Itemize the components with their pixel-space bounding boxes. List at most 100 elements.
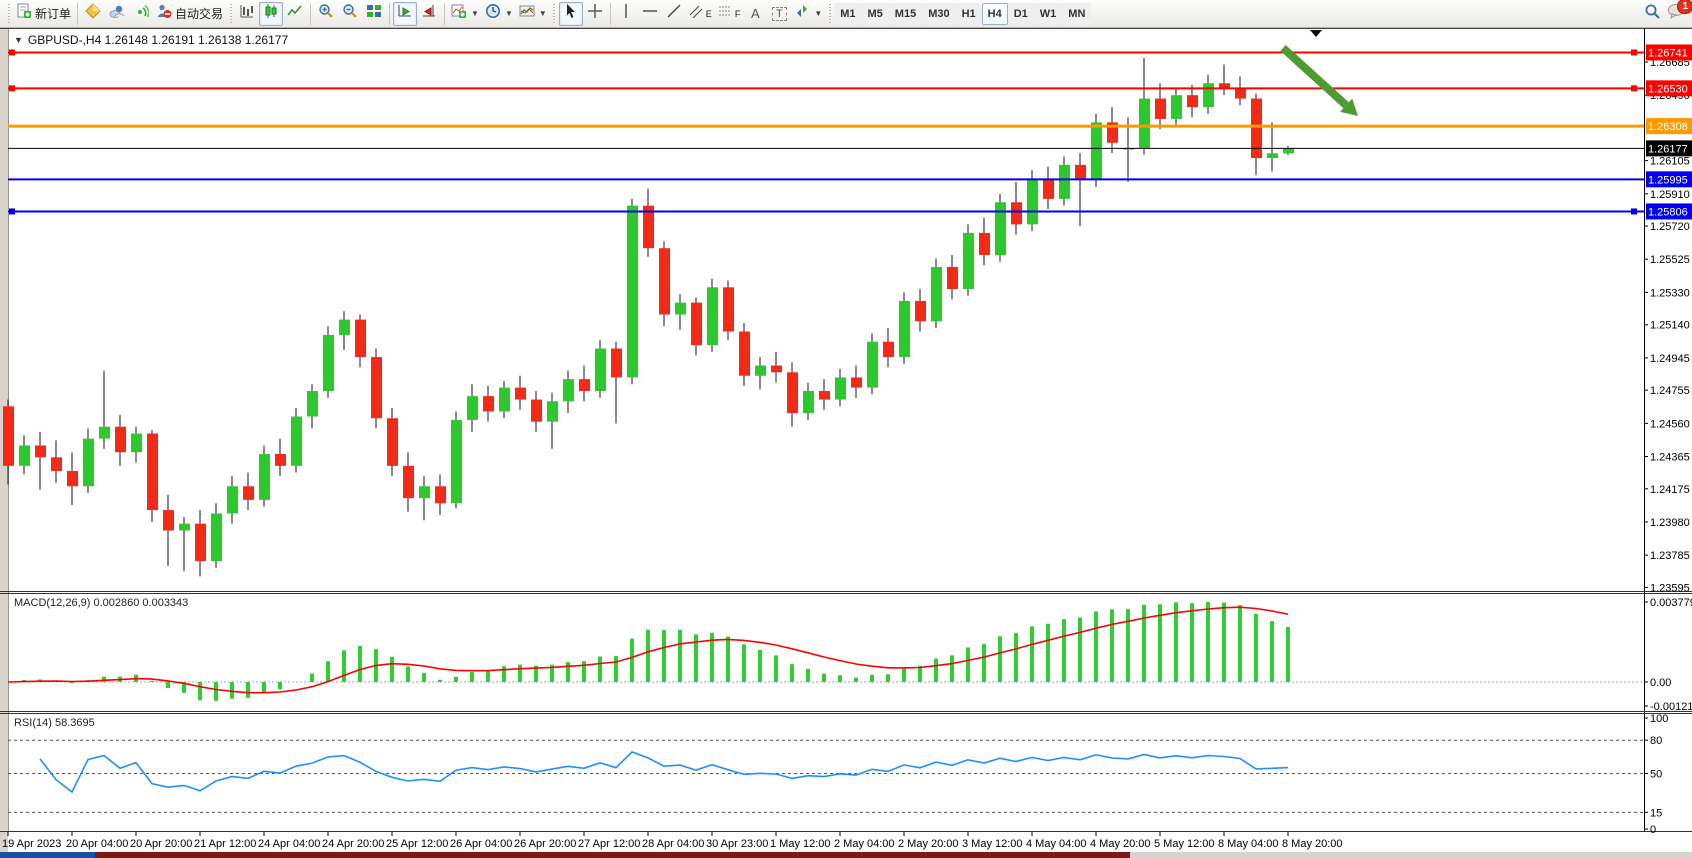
auto-trading-button[interactable]: 自动交易 bbox=[153, 2, 226, 26]
templates-icon bbox=[519, 3, 535, 24]
time-label: 4 May 04:00 bbox=[1026, 838, 1087, 850]
arrows-button[interactable]: ▼ bbox=[791, 2, 825, 26]
tf-mn-button[interactable]: MN bbox=[1062, 2, 1092, 25]
candle-body bbox=[403, 465, 414, 499]
chat-button[interactable]: 1 bbox=[1664, 0, 1692, 26]
candlestick-chart-button[interactable] bbox=[259, 1, 284, 26]
zoom-in-button[interactable] bbox=[314, 2, 338, 26]
tf-h4-button[interactable]: H4 bbox=[981, 2, 1008, 25]
candle-body bbox=[771, 365, 782, 373]
candle-body bbox=[979, 232, 990, 255]
line-handle bbox=[1631, 85, 1637, 92]
time-label: 8 May 20:00 bbox=[1282, 838, 1343, 850]
tile-windows-button[interactable] bbox=[362, 2, 386, 26]
tf-m1-button[interactable]: M1 bbox=[834, 2, 862, 25]
crosshair-button[interactable] bbox=[583, 2, 607, 26]
candle-body bbox=[787, 372, 798, 414]
candle-body bbox=[83, 438, 94, 487]
macd-label: MACD(12,26,9) 0.002860 0.003343 bbox=[14, 597, 188, 609]
metaeditor-button[interactable] bbox=[81, 2, 105, 26]
price-badge-label: 1.26741 bbox=[1648, 47, 1688, 59]
time-label: 28 Apr 04:00 bbox=[642, 838, 704, 850]
tf-h1-button[interactable]: H1 bbox=[955, 2, 982, 25]
tf-m30-button[interactable]: M30 bbox=[922, 2, 956, 25]
rsi-axis-label: 100 bbox=[1650, 713, 1668, 725]
candle-body bbox=[1283, 148, 1294, 154]
candle-body bbox=[323, 334, 334, 392]
macd-axis-label: -0.001219 bbox=[1650, 701, 1692, 713]
auto-scroll-button[interactable] bbox=[393, 1, 418, 26]
candle-body bbox=[355, 319, 366, 358]
candle-body bbox=[723, 287, 734, 332]
toolbar-separator bbox=[310, 2, 312, 25]
price-tick-label: 1.25910 bbox=[1650, 189, 1690, 201]
candle-body bbox=[467, 396, 478, 420]
candle-body bbox=[451, 419, 462, 504]
indicators-icon bbox=[451, 3, 467, 24]
tf-d1-button[interactable]: D1 bbox=[1007, 2, 1034, 25]
toolbar-grip bbox=[827, 3, 833, 24]
candle-body bbox=[35, 445, 46, 458]
chart-shift-button[interactable] bbox=[417, 2, 441, 26]
line-chart-icon bbox=[287, 3, 303, 24]
indicators-button[interactable]: ▼ bbox=[448, 2, 482, 26]
toolbar-separator bbox=[444, 2, 446, 25]
tf-m15-button[interactable]: M15 bbox=[888, 2, 923, 25]
chart-title[interactable]: ▼ GBPUSD-,H4 1.26148 1.26191 1.26138 1.2… bbox=[14, 33, 288, 47]
price-tick-label: 1.25525 bbox=[1650, 254, 1690, 266]
rsi-label: RSI(14) 58.3695 bbox=[14, 717, 95, 729]
candle-body bbox=[947, 266, 958, 289]
time-label: 27 Apr 12:00 bbox=[578, 838, 640, 850]
fibo-letter: F bbox=[734, 8, 741, 19]
time-label: 20 Apr 04:00 bbox=[66, 838, 128, 850]
candle-body bbox=[131, 433, 142, 453]
candle-body bbox=[739, 331, 750, 376]
macd-signal-line bbox=[7, 606, 1289, 694]
time-label: 25 Apr 12:00 bbox=[386, 838, 448, 850]
price-badge bbox=[1646, 118, 1692, 135]
line-handle bbox=[9, 49, 15, 56]
candle-body bbox=[643, 205, 654, 249]
templates-button[interactable]: ▼ bbox=[516, 2, 550, 26]
indicators-caret-icon: ▼ bbox=[471, 9, 479, 18]
price-tick-label: 1.25140 bbox=[1650, 320, 1690, 332]
candle-body bbox=[483, 396, 494, 412]
candle-body bbox=[1235, 88, 1246, 99]
bar-chart-button[interactable] bbox=[235, 2, 259, 26]
zoom-out-button[interactable] bbox=[338, 2, 362, 26]
candle-body bbox=[835, 377, 846, 400]
chart-shift-marker bbox=[1310, 30, 1322, 37]
signals-button[interactable] bbox=[129, 2, 153, 26]
search-button[interactable] bbox=[1640, 2, 1664, 26]
price-badge-label: 1.25995 bbox=[1648, 174, 1688, 186]
auto-trading-icon bbox=[156, 3, 172, 24]
candle-body bbox=[371, 357, 382, 419]
new-order-button[interactable]: 新订单 bbox=[13, 2, 74, 26]
profile-button[interactable] bbox=[105, 2, 129, 26]
tf-w1-button[interactable]: W1 bbox=[1033, 2, 1063, 25]
line-handle bbox=[9, 208, 15, 215]
candle-body bbox=[419, 486, 430, 499]
line-chart-button[interactable] bbox=[283, 2, 307, 26]
candle-body bbox=[1059, 164, 1070, 199]
chart-title-text: GBPUSD-,H4 1.26148 1.26191 1.26138 1.261… bbox=[27, 33, 289, 47]
trendline-button[interactable] bbox=[662, 2, 686, 26]
fibonacci-button[interactable]: F bbox=[715, 2, 744, 26]
text-button[interactable]: A bbox=[743, 2, 767, 26]
equidistant-channel-button[interactable]: E bbox=[686, 2, 715, 26]
price-badge bbox=[1646, 44, 1692, 61]
cursor-button[interactable] bbox=[558, 1, 583, 26]
vertical-line-button[interactable] bbox=[614, 2, 638, 26]
candle-body bbox=[755, 365, 766, 376]
text-label-button[interactable]: T bbox=[767, 2, 791, 26]
price-badge bbox=[1646, 140, 1692, 157]
candle-body bbox=[195, 523, 206, 562]
clock-icon bbox=[485, 3, 501, 24]
horizontal-line-button[interactable] bbox=[638, 2, 662, 26]
channel-icon bbox=[689, 4, 703, 23]
tf-m5-button[interactable]: M5 bbox=[861, 2, 889, 25]
candle-body bbox=[227, 486, 238, 514]
periods-button[interactable]: ▼ bbox=[482, 2, 516, 26]
candle-body bbox=[1219, 83, 1230, 89]
